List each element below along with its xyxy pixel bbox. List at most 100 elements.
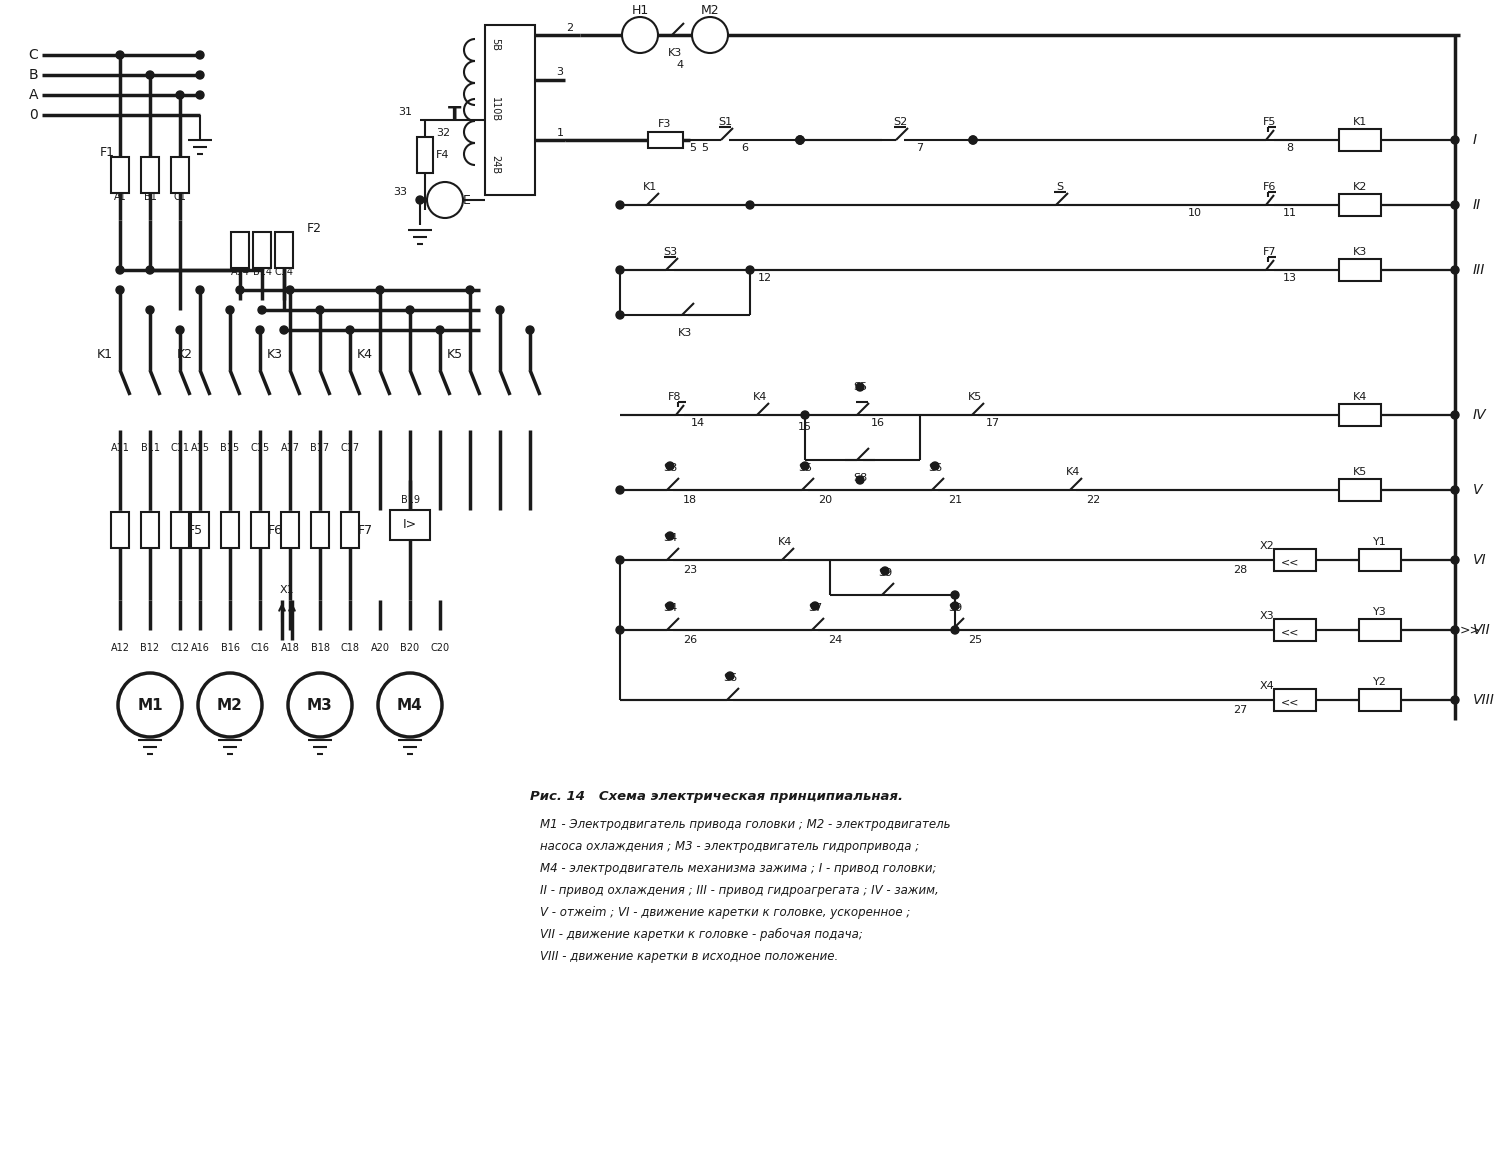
Text: >>: >> bbox=[1460, 623, 1480, 637]
Text: 20: 20 bbox=[818, 495, 833, 505]
Text: F5: F5 bbox=[1263, 117, 1276, 127]
Text: B14: B14 bbox=[252, 267, 272, 277]
Text: A: A bbox=[28, 88, 38, 102]
Text: A20: A20 bbox=[370, 643, 390, 653]
Text: 5: 5 bbox=[702, 143, 708, 153]
Circle shape bbox=[616, 201, 624, 209]
Circle shape bbox=[496, 306, 504, 314]
Bar bbox=[340, 512, 358, 548]
Text: B15: B15 bbox=[220, 443, 240, 453]
Circle shape bbox=[796, 136, 804, 144]
Bar bbox=[111, 512, 129, 548]
Text: 5: 5 bbox=[690, 143, 696, 153]
Text: Y2: Y2 bbox=[1372, 677, 1388, 687]
Text: 12: 12 bbox=[758, 273, 772, 283]
Bar bbox=[1359, 549, 1401, 571]
Text: F1: F1 bbox=[100, 147, 116, 160]
Text: B20: B20 bbox=[400, 643, 420, 653]
Text: B19: B19 bbox=[400, 495, 420, 505]
Circle shape bbox=[1450, 556, 1460, 564]
Circle shape bbox=[616, 486, 624, 494]
Bar bbox=[141, 512, 159, 548]
Text: A14: A14 bbox=[231, 267, 249, 277]
Circle shape bbox=[1450, 266, 1460, 274]
Text: M2: M2 bbox=[217, 697, 243, 712]
Text: S2: S2 bbox=[892, 117, 908, 127]
Text: VIII - движение каретки в исходное положение.: VIII - движение каретки в исходное полож… bbox=[540, 950, 839, 963]
Text: F3: F3 bbox=[658, 119, 672, 129]
Text: F7: F7 bbox=[1263, 247, 1276, 257]
Text: F2: F2 bbox=[306, 222, 321, 235]
Text: B16: B16 bbox=[220, 643, 240, 653]
Circle shape bbox=[666, 602, 674, 610]
Text: B11: B11 bbox=[141, 443, 159, 453]
Text: III: III bbox=[1473, 264, 1485, 277]
Circle shape bbox=[316, 306, 324, 314]
Text: VII - движение каретки к головке - рабочая подача;: VII - движение каретки к головке - рабоч… bbox=[540, 928, 862, 941]
Text: C1: C1 bbox=[174, 192, 186, 202]
Text: 2: 2 bbox=[567, 23, 573, 34]
Text: C: C bbox=[28, 49, 38, 62]
Text: 33: 33 bbox=[393, 187, 406, 197]
Text: 8: 8 bbox=[1287, 143, 1293, 153]
Text: 21: 21 bbox=[948, 495, 962, 505]
Circle shape bbox=[427, 181, 464, 218]
Text: A15: A15 bbox=[190, 443, 210, 453]
Circle shape bbox=[1450, 412, 1460, 418]
Text: K4: K4 bbox=[1066, 467, 1080, 477]
Text: S6: S6 bbox=[928, 464, 942, 473]
Text: F6: F6 bbox=[1263, 181, 1276, 192]
Circle shape bbox=[801, 412, 808, 418]
Text: 27: 27 bbox=[1233, 705, 1246, 716]
Bar bbox=[274, 232, 292, 268]
Text: 22: 22 bbox=[1086, 495, 1100, 505]
Circle shape bbox=[801, 462, 808, 470]
Text: A16: A16 bbox=[190, 643, 210, 653]
Text: 14: 14 bbox=[692, 418, 705, 428]
Bar bbox=[1359, 689, 1401, 711]
Text: K3: K3 bbox=[1353, 247, 1366, 257]
Circle shape bbox=[622, 17, 658, 53]
Circle shape bbox=[880, 566, 890, 575]
Circle shape bbox=[258, 306, 266, 314]
Text: S9: S9 bbox=[878, 568, 892, 578]
Bar bbox=[1340, 403, 1382, 427]
Text: 1: 1 bbox=[556, 128, 564, 138]
Text: C11: C11 bbox=[171, 443, 189, 453]
Text: K1: K1 bbox=[644, 181, 657, 192]
Text: IV: IV bbox=[1473, 408, 1486, 422]
Text: 23: 23 bbox=[682, 565, 698, 575]
Circle shape bbox=[856, 383, 864, 391]
Text: 5B: 5B bbox=[490, 38, 500, 52]
Text: 26: 26 bbox=[682, 635, 698, 645]
Circle shape bbox=[616, 627, 624, 633]
Text: S: S bbox=[1056, 181, 1064, 192]
Bar bbox=[484, 25, 536, 195]
Text: A12: A12 bbox=[111, 643, 129, 653]
Text: I: I bbox=[1473, 133, 1478, 147]
Text: 6: 6 bbox=[741, 143, 748, 153]
Text: C20: C20 bbox=[430, 643, 450, 653]
Bar bbox=[1340, 479, 1382, 501]
Text: M2: M2 bbox=[700, 3, 720, 16]
Text: 24B: 24B bbox=[490, 155, 500, 175]
Text: F8: F8 bbox=[669, 392, 681, 402]
Circle shape bbox=[196, 51, 204, 59]
Circle shape bbox=[932, 462, 939, 470]
Text: 28: 28 bbox=[1233, 565, 1246, 575]
Bar bbox=[171, 157, 189, 193]
Text: 4: 4 bbox=[676, 60, 684, 71]
Circle shape bbox=[526, 326, 534, 334]
Text: Рис. 14   Схема электрическая принципиальная.: Рис. 14 Схема электрическая принципиальн… bbox=[530, 790, 903, 803]
Bar bbox=[1340, 194, 1382, 216]
Text: 17: 17 bbox=[986, 418, 1000, 428]
Text: K4: K4 bbox=[778, 538, 792, 547]
Text: K1: K1 bbox=[1353, 117, 1366, 127]
Text: E: E bbox=[464, 193, 471, 207]
Text: M3: M3 bbox=[308, 697, 333, 712]
Circle shape bbox=[616, 556, 624, 564]
Text: F7: F7 bbox=[357, 524, 372, 536]
Circle shape bbox=[969, 136, 976, 144]
Text: 31: 31 bbox=[398, 108, 412, 117]
Circle shape bbox=[118, 673, 182, 738]
